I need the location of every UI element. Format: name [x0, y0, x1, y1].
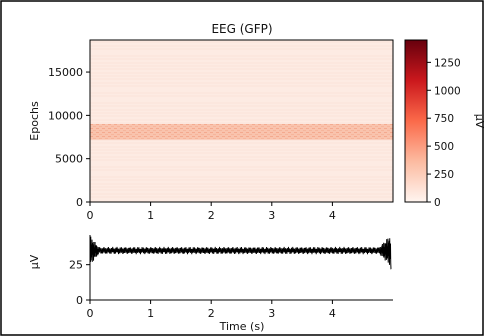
colorbar-tick-label: 500: [434, 141, 454, 153]
colorbar-label: µV: [473, 114, 484, 129]
heatmap-x-tick-label: 4: [329, 209, 336, 222]
line-x-tick-label: 1: [147, 307, 154, 320]
heatmap-y-tick-label: 10000: [48, 109, 83, 122]
line-x-tick-label: 0: [87, 307, 94, 320]
colorbar-tick-label: 750: [434, 113, 454, 125]
line-y-tick-label: 25: [69, 259, 83, 272]
heatmap-y-axis-label: Epochs: [28, 101, 41, 141]
heatmap-x-tick-label: 2: [208, 209, 215, 222]
heatmap-panel: 0 5000 10000 15000 0 1 2 3 4 Epochs: [28, 39, 394, 222]
colorbar-tick-label: 250: [434, 169, 454, 181]
line-x-tick-label: 4: [329, 307, 336, 320]
line-panel: 0 25 0 1 2 3 4 µV Time (s): [28, 235, 393, 333]
heatmap-x-tick-label: 3: [268, 209, 275, 222]
heatmap-band: [90, 124, 393, 140]
colorbar-frame: [404, 39, 428, 203]
line-y-tick-label: 0: [76, 294, 83, 307]
heatmap-y-tick-label: 5000: [55, 153, 83, 166]
heatmap-x-tick-label: 1: [147, 209, 154, 222]
heatmap-title: EEG (GFP): [211, 22, 272, 36]
colorbar-tick-label: 0: [434, 197, 441, 209]
heatmap-x-ticks: 0 1 2 3 4: [87, 202, 336, 222]
heatmap-y-tick-label: 0: [76, 196, 83, 209]
colorbar: 0 250 500 750 1000 1250 µV: [404, 39, 484, 209]
heatmap-y-tick-label: 15000: [48, 66, 83, 79]
colorbar-gradient: [405, 40, 427, 202]
line-x-ticks: 0 1 2 3 4: [87, 300, 336, 320]
colorbar-tick-label: 1000: [434, 85, 461, 97]
heatmap-background: [90, 40, 393, 202]
gfp-line-series: [89, 236, 392, 270]
line-y-axis-label: µV: [28, 254, 41, 269]
line-x-tick-label: 3: [268, 307, 275, 320]
colorbar-ticks: 0 250 500 750 1000 1250: [427, 57, 461, 209]
heatmap-x-tick-label: 0: [87, 209, 94, 222]
line-y-ticks: 0 25: [69, 259, 90, 307]
line-x-axis-label: Time (s): [219, 320, 265, 333]
line-x-tick-label: 2: [208, 307, 215, 320]
heatmap-axes-frame: [89, 39, 394, 203]
heatmap-y-ticks: 0 5000 10000 15000: [48, 66, 90, 209]
colorbar-tick-label: 1250: [434, 57, 461, 69]
